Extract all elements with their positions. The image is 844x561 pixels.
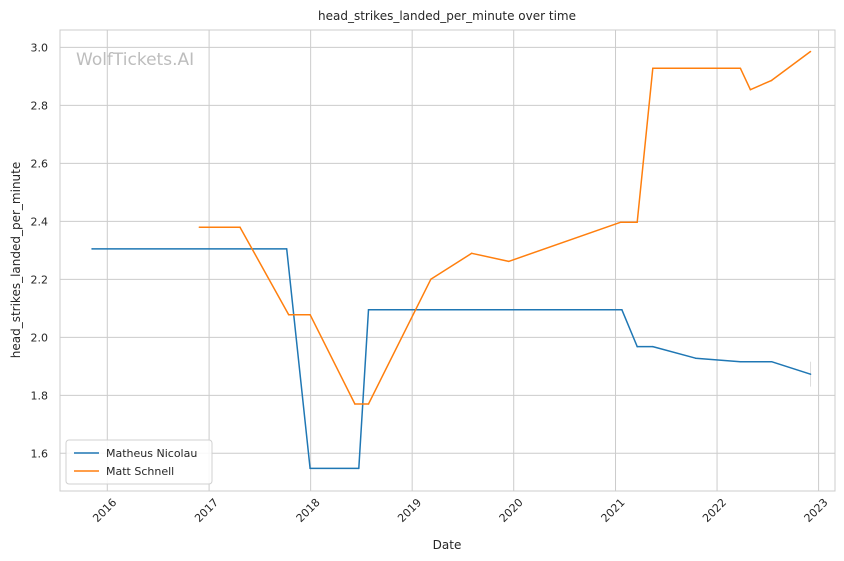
legend-label-matheus-nicolau: Matheus Nicolau (106, 447, 197, 460)
data-point-matt-schnell (620, 221, 622, 223)
y-tick-label: 2.6 (31, 157, 49, 170)
data-point-matheus-nicolau (309, 467, 311, 470)
data-point-matt-schnell (739, 67, 742, 70)
data-point-matheus-nicolau (739, 360, 742, 363)
y-tick-label: 1.8 (31, 389, 49, 402)
data-point-matt-schnell (809, 50, 812, 53)
y-axis: 1.6 1.8 2.0 2.2 2.4 2.6 2.8 3.0 (31, 41, 49, 460)
legend: Matheus Nicolau Matt Schnell (65, 439, 213, 485)
data-point-matheus-nicolau (636, 345, 638, 348)
y-tick-label: 3.0 (31, 41, 49, 54)
data-point-matt-schnell (636, 221, 638, 223)
legend-box (65, 439, 213, 485)
grid (60, 30, 835, 491)
series-line-matt-schnell (199, 50, 811, 405)
data-point-matt-schnell (749, 88, 752, 91)
data-point-matt-schnell (770, 79, 773, 82)
x-axis-label: Date (433, 538, 462, 552)
data-point-matt-schnell (198, 226, 201, 228)
y-tick-label: 1.6 (31, 447, 49, 460)
data-point-matt-schnell (287, 313, 290, 316)
data-point-matheus-nicolau (809, 373, 812, 375)
data-point-matheus-nicolau (285, 248, 288, 250)
legend-label-matt-schnell: Matt Schnell (106, 465, 174, 478)
data-point-matheus-nicolau (367, 309, 370, 311)
data-point-matt-schnell (367, 403, 370, 405)
data-point-matt-schnell (507, 260, 510, 263)
y-tick-label: 2.8 (31, 99, 49, 112)
y-tick-label: 2.2 (31, 273, 49, 286)
data-point-matheus-nicolau (694, 357, 697, 359)
data-point-matt-schnell (430, 278, 432, 281)
series-lines (91, 50, 812, 470)
data-point-matheus-nicolau (91, 248, 93, 250)
y-axis-label: head_strikes_landed_per_minute (9, 162, 23, 359)
y-tick-label: 2.4 (31, 215, 49, 228)
data-point-matheus-nicolau (621, 309, 623, 311)
data-point-matt-schnell (239, 226, 241, 228)
watermark: WolfTickets.AI (76, 50, 194, 70)
data-point-matt-schnell (354, 403, 356, 405)
chart-title: head_strikes_landed_per_minute over time (318, 9, 576, 23)
data-point-matheus-nicolau (770, 360, 773, 363)
plot-area (59, 29, 836, 492)
data-point-matt-schnell (309, 313, 311, 316)
data-point-matheus-nicolau (652, 345, 654, 348)
data-point-matt-schnell (652, 67, 654, 70)
series-line-matheus-nicolau (92, 248, 811, 470)
data-point-matt-schnell (470, 252, 473, 255)
data-point-matheus-nicolau (358, 467, 360, 470)
y-tick-label: 2.0 (31, 331, 49, 344)
